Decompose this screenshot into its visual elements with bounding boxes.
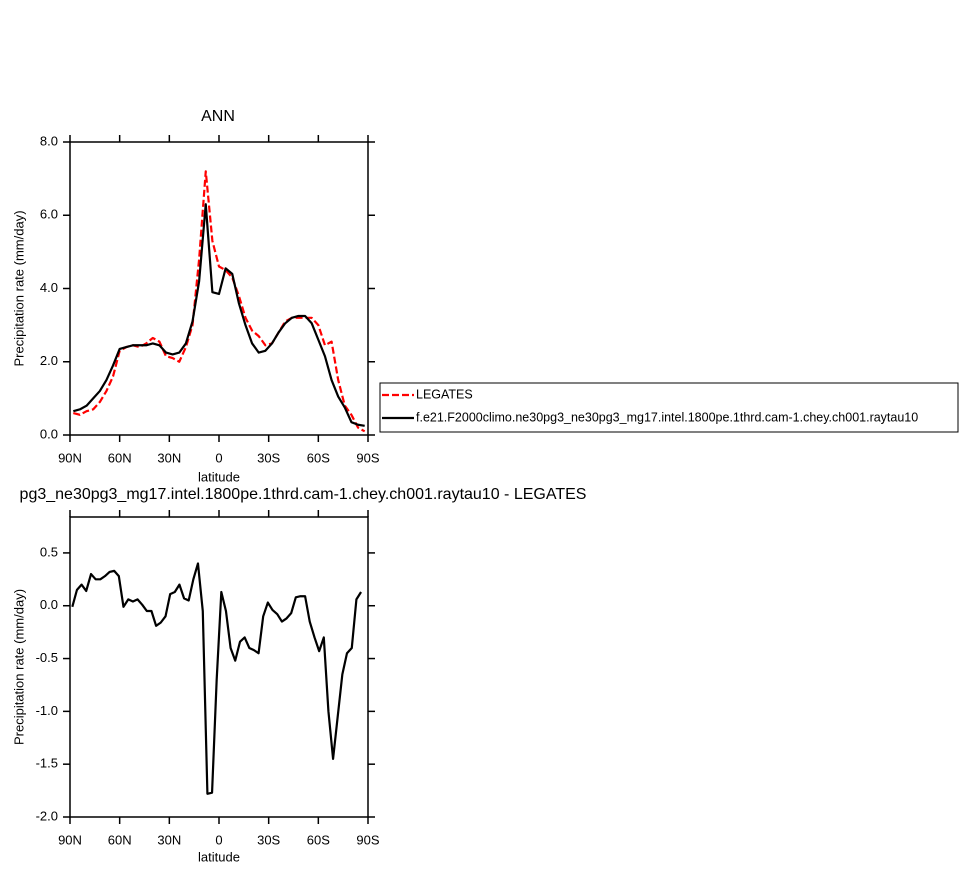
y-tick-label: 2.0 <box>40 353 58 368</box>
x-axis-label: latitude <box>198 849 240 864</box>
x-tick-label: 60S <box>307 832 330 847</box>
y-tick-label: -1.5 <box>36 756 58 771</box>
x-tick-label: 90N <box>58 832 82 847</box>
x-axis-label: latitude <box>198 469 240 484</box>
legend-box <box>379 382 959 433</box>
x-tick-label: 0 <box>215 832 222 847</box>
x-tick-label: 90S <box>356 450 379 465</box>
x-tick-label: 30S <box>257 832 280 847</box>
chart-title: pg3_ne30pg3_mg17.intel.1800pe.1thrd.cam-… <box>20 486 587 503</box>
data-line <box>71 562 362 795</box>
y-tick-label: -2.0 <box>36 808 58 823</box>
x-tick-label: 30N <box>157 832 181 847</box>
legend-label: LEGATES <box>416 387 473 401</box>
y-tick-label: -0.5 <box>36 650 58 665</box>
x-tick-label: 60N <box>108 832 132 847</box>
y-tick-label: 0.5 <box>40 544 58 559</box>
chart-title: ANN <box>201 108 235 125</box>
x-tick-label: 60S <box>307 450 330 465</box>
legend-label: f.e21.F2000climo.ne30pg3_ne30pg3_mg17.in… <box>416 410 918 424</box>
data-line <box>73 203 365 427</box>
x-tick-label: 30S <box>257 450 280 465</box>
plot-frame <box>69 516 369 818</box>
y-tick-label: 0.0 <box>40 426 58 441</box>
y-axis-label: Precipitation rate (mm/day) <box>11 210 26 366</box>
x-tick-label: 90S <box>356 832 379 847</box>
x-tick-label: 30N <box>157 450 181 465</box>
y-tick-label: -1.0 <box>36 703 58 718</box>
y-tick-label: 8.0 <box>40 133 58 148</box>
data-line <box>73 170 366 433</box>
y-tick-label: 0.0 <box>40 597 58 612</box>
y-tick-label: 4.0 <box>40 280 58 295</box>
plot-frame <box>69 141 369 436</box>
x-tick-label: 0 <box>215 450 222 465</box>
x-tick-label: 60N <box>108 450 132 465</box>
y-axis-label: Precipitation rate (mm/day) <box>11 589 26 745</box>
x-tick-label: 90N <box>58 450 82 465</box>
y-tick-label: 6.0 <box>40 207 58 222</box>
